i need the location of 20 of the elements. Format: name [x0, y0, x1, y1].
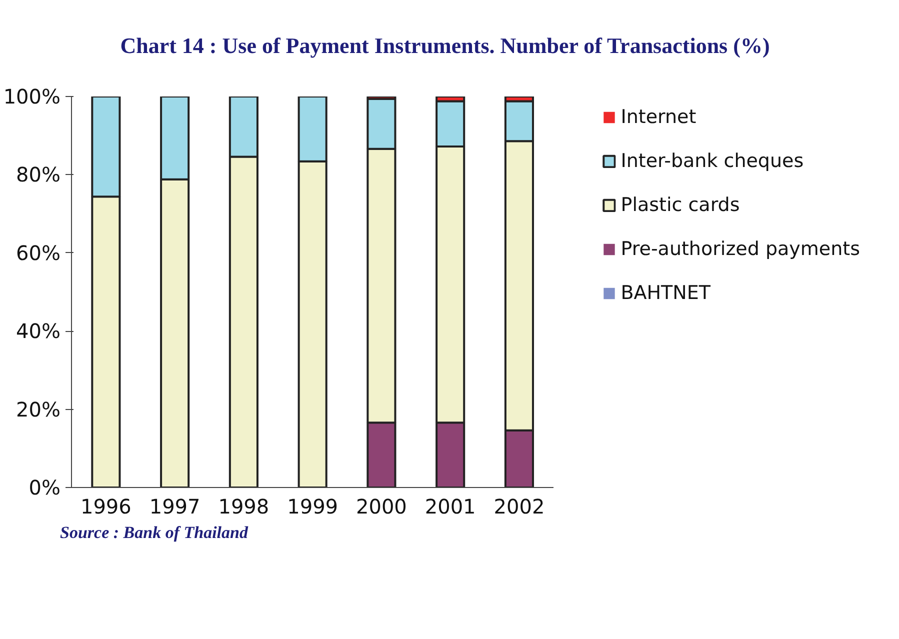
legend-label: Pre-authorized payments: [620, 238, 860, 260]
y-tick-label: 100%: [3, 84, 61, 109]
y-tick-label: 20%: [16, 398, 60, 422]
y-tick-label: 60%: [16, 241, 60, 266]
chart-title: Chart 14 : Use of Payment Instruments. Number of Transactions (%): [120, 32, 770, 60]
y-tick-label: 80%: [16, 163, 60, 188]
x-tick-label: 1999: [287, 494, 338, 519]
legend-label: BAHTNET: [620, 282, 710, 304]
x-tick-label: 1998: [218, 494, 270, 519]
x-tick-label: 2000: [356, 494, 407, 519]
y-tick-label: 0%: [28, 476, 61, 500]
x-tick-label: 2001: [424, 494, 476, 519]
x-tick-label: 2002: [494, 494, 545, 519]
x-tick-label: 1997: [149, 494, 200, 519]
y-tick-label: 40%: [16, 320, 60, 344]
x-tick-label: 1996: [80, 494, 132, 519]
source-note: Source : Bank of Thailand: [60, 522, 248, 544]
legend-label: Plastic cards: [620, 194, 740, 216]
legend-label: Internet: [620, 106, 696, 128]
legend-label: Inter-bank cheques: [620, 150, 804, 172]
